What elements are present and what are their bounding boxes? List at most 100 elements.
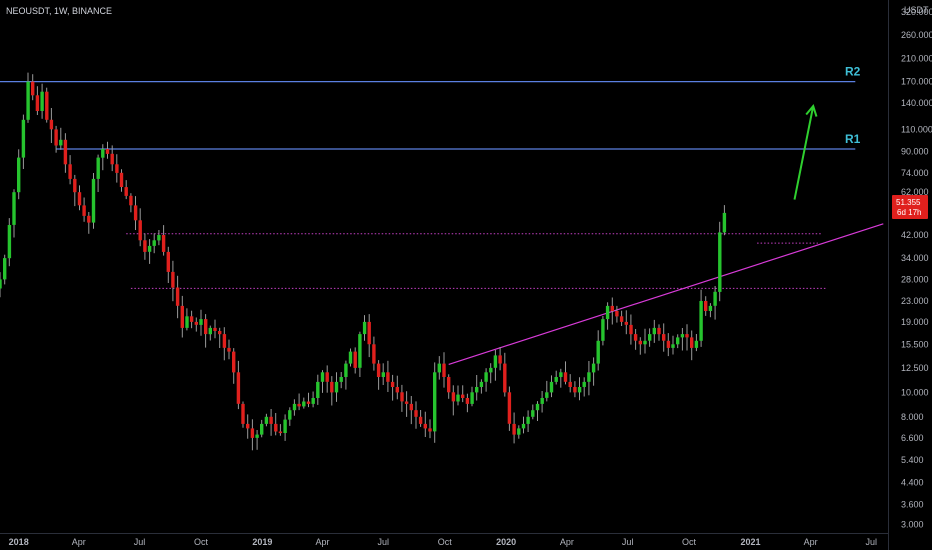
candle-up xyxy=(549,381,554,393)
candle-up xyxy=(320,372,325,382)
candle-down xyxy=(232,351,236,373)
candle-down xyxy=(461,394,465,398)
candle-up xyxy=(292,403,297,411)
time-tick-label: Jul xyxy=(134,537,146,547)
candle-down xyxy=(563,372,568,382)
candle-down xyxy=(73,178,77,193)
candle-up xyxy=(208,327,212,335)
candle-down xyxy=(175,287,180,306)
candle-down xyxy=(330,381,334,393)
candle-up xyxy=(7,225,12,259)
candle-up xyxy=(559,372,563,377)
candle-down xyxy=(395,387,399,393)
price-tick-label: 62.000 xyxy=(901,187,929,197)
bar-countdown: 6d 17h xyxy=(897,208,921,217)
price-tick-label: 12.500 xyxy=(901,363,929,373)
time-tick-label: Apr xyxy=(315,537,329,547)
candle-down xyxy=(633,334,638,341)
candle-up xyxy=(456,394,460,402)
time-tick-label: Jul xyxy=(866,537,878,547)
candle-down xyxy=(465,398,470,404)
candle-down xyxy=(400,392,404,402)
candle-up xyxy=(722,212,727,233)
candle-down xyxy=(610,305,614,311)
candle-down xyxy=(227,347,231,352)
candle-down xyxy=(171,271,175,288)
candle-down xyxy=(129,195,133,206)
candle-up xyxy=(531,410,535,417)
candle-down xyxy=(87,215,91,223)
candle-down xyxy=(423,423,427,429)
candle-up xyxy=(484,372,488,382)
price-tick-label: 110.000 xyxy=(901,124,932,134)
candle-down xyxy=(49,119,54,130)
candle-up xyxy=(362,321,367,335)
candle-up xyxy=(680,334,685,338)
candle-down xyxy=(110,153,114,165)
candle-up xyxy=(433,372,437,432)
price-tick-label: 90.000 xyxy=(901,146,929,156)
candle-up xyxy=(577,387,582,393)
price-tick-label: 28.000 xyxy=(901,274,929,284)
candle-up xyxy=(3,258,7,280)
candle-up xyxy=(334,381,339,393)
price-tick-label: 8.000 xyxy=(901,412,924,422)
candle-down xyxy=(619,316,624,322)
price-tick-label: 170.000 xyxy=(901,77,932,87)
candle-up xyxy=(101,149,105,158)
price-tick-label: 4.400 xyxy=(901,477,924,487)
price-tick-label: 320.000 xyxy=(901,7,932,17)
candle-up xyxy=(699,301,703,341)
candle-down xyxy=(507,392,512,424)
candle-down xyxy=(685,334,689,338)
candle-up xyxy=(91,178,96,223)
drawing-layer[interactable] xyxy=(0,80,884,365)
candle-up xyxy=(643,340,647,345)
candle-down xyxy=(180,305,184,328)
candle-down xyxy=(297,403,301,407)
price-axis[interactable]: 320.000 260.000 210.000 170.000 140.000 110.0… xyxy=(901,7,932,529)
candle-down xyxy=(138,220,142,241)
candle-up xyxy=(12,192,16,225)
projection-arrow-shaft xyxy=(793,105,815,200)
price-tick-label: 5.400 xyxy=(901,455,924,465)
candle-down xyxy=(372,344,376,364)
price-tick-label: 19.000 xyxy=(901,317,929,327)
candle-down xyxy=(115,164,119,173)
price-tick-label: 74.000 xyxy=(901,168,929,178)
candle-down xyxy=(54,129,58,146)
time-tick-label: 2020 xyxy=(496,537,516,547)
candle-up xyxy=(470,392,474,404)
candle-up xyxy=(489,367,493,373)
candle-down xyxy=(662,334,666,341)
projection-arrow-head xyxy=(805,104,818,117)
candle-down xyxy=(404,401,409,404)
time-axis[interactable]: 2018 Apr Jul Oct 2019 Apr Jul Oct 2020 Apr Jul Oct 2… xyxy=(9,537,877,547)
price-tick-label: 6.600 xyxy=(901,433,924,443)
candle-down xyxy=(629,324,633,335)
price-tick-label: 260.000 xyxy=(901,30,932,40)
candle-up xyxy=(479,381,484,387)
candle-up xyxy=(17,157,21,193)
candle-down xyxy=(166,251,170,272)
last-price-value: 51.355 xyxy=(896,198,921,207)
time-tick-label: Oct xyxy=(438,537,453,547)
candle-down xyxy=(418,416,423,424)
candle-up xyxy=(554,377,558,382)
candle-up xyxy=(605,305,610,320)
candle-down xyxy=(35,95,40,111)
time-tick-label: Jul xyxy=(377,537,389,547)
annotations-layer[interactable]: R2 R1 xyxy=(793,65,861,200)
candle-up xyxy=(185,316,189,328)
candle-down xyxy=(503,363,507,393)
candle-up xyxy=(344,363,348,377)
time-tick-label: Apr xyxy=(804,537,818,547)
candle-up xyxy=(21,119,26,158)
candle-down xyxy=(278,431,283,434)
price-tick-label: 140.000 xyxy=(901,98,932,108)
candle-up xyxy=(59,139,63,146)
candle-down xyxy=(386,372,390,382)
candle-up xyxy=(260,423,264,435)
